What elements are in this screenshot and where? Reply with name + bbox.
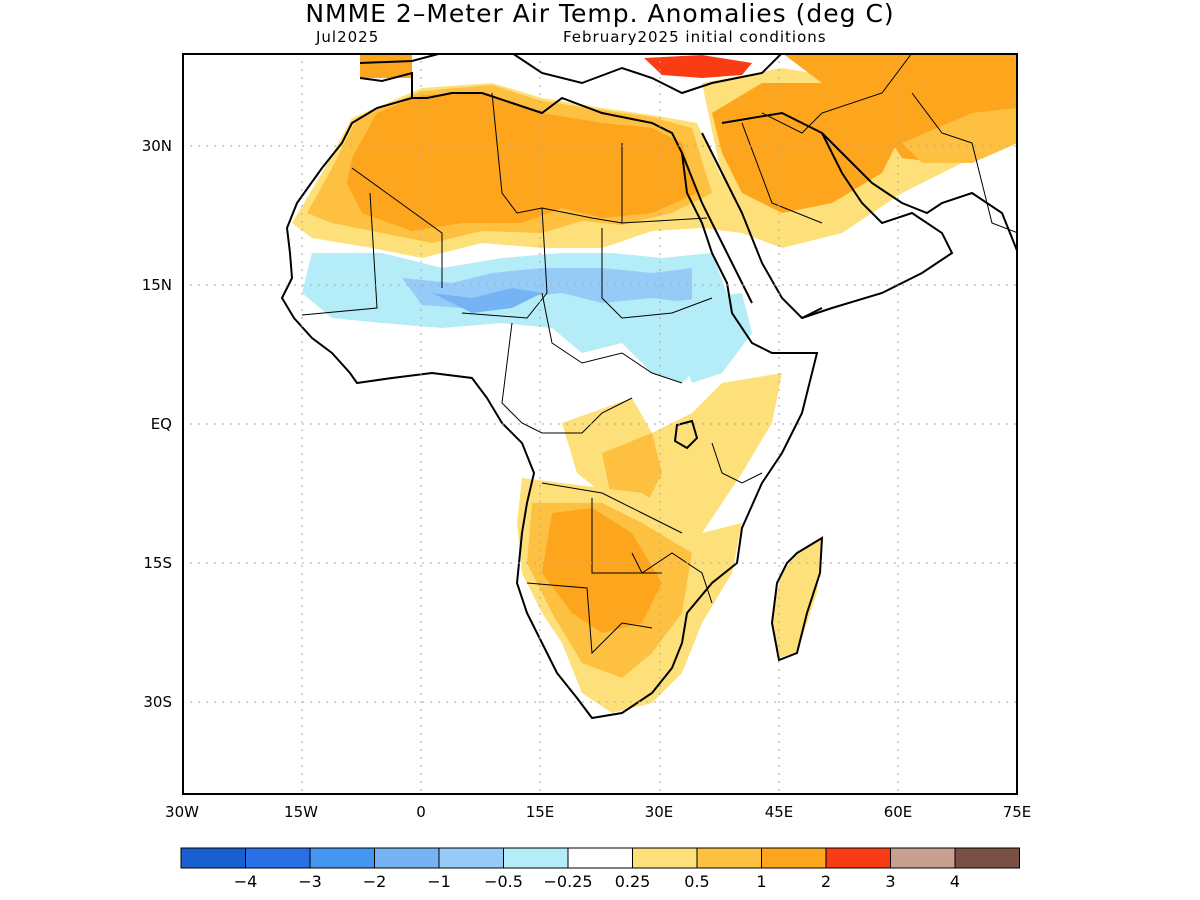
- colorbar-swatch: [890, 847, 956, 869]
- shade-north-africa-2: [347, 93, 697, 231]
- colorbar-swatch: [825, 847, 891, 869]
- colorbar-label: −2: [362, 872, 387, 891]
- shade-ethiopia: [662, 293, 752, 383]
- colorbar: [180, 847, 1021, 869]
- border-line: [461, 207, 548, 319]
- colorbar-label: −4: [233, 872, 258, 891]
- border-line: [491, 92, 623, 224]
- shade-turkey-3: [644, 55, 752, 78]
- colorbar-swatch: [180, 847, 246, 869]
- lon-label: 30W: [165, 803, 199, 821]
- colorbar-swatches: [180, 847, 1020, 869]
- madagascar-outline: [770, 536, 824, 662]
- colorbar-swatch: [438, 847, 504, 869]
- border-line: [526, 582, 653, 655]
- initial-conditions: February2025 initial conditions: [563, 28, 827, 46]
- lon-label: 75E: [1002, 803, 1032, 821]
- map-title: NMME 2–Meter Air Temp. Anomalies (deg C): [305, 0, 895, 28]
- colorbar-label: 4: [949, 872, 961, 891]
- shade-madagascar: [772, 538, 822, 658]
- border-line: [761, 53, 913, 134]
- colorbar-label: 1: [756, 872, 767, 891]
- lake-victoria: [673, 419, 699, 450]
- colorbar-label: 0.5: [684, 872, 710, 891]
- lon-label: 15E: [525, 803, 555, 821]
- shade-iberia: [360, 53, 412, 78]
- colorbar-swatch: [696, 847, 762, 869]
- border-line: [601, 228, 713, 319]
- colorbar-swatch: [374, 847, 440, 869]
- border-line: [911, 92, 1018, 234]
- colorbar-swatch: [954, 847, 1020, 869]
- europe-coastline: [359, 53, 783, 95]
- colorbar-label: −0.5: [484, 872, 523, 891]
- border-line: [631, 552, 713, 604]
- colorbar-swatch: [245, 847, 311, 869]
- coastlines: [280, 53, 1018, 720]
- border-line: [301, 192, 378, 316]
- map-canvas: [182, 53, 1018, 795]
- border-line: [351, 167, 443, 288]
- lon-label: 15W: [284, 803, 318, 821]
- colorbar-label: −1: [427, 872, 451, 891]
- borders: [301, 53, 1018, 655]
- anomaly-shading: [292, 53, 1018, 713]
- shade-east-africa-0.5: [612, 373, 782, 533]
- lat-label: 15N: [141, 276, 172, 294]
- shade-arabia-2: [712, 83, 902, 213]
- lon-label: 45E: [764, 803, 794, 821]
- persian-gulf: [821, 132, 1018, 254]
- colorbar-swatch: [761, 847, 827, 869]
- lat-label: 30N: [141, 137, 172, 155]
- shade-southern-africa-2: [542, 508, 662, 633]
- shade-iran-1: [902, 108, 1018, 163]
- border-line: [591, 498, 662, 574]
- colorbar-label: −0.25: [543, 872, 593, 891]
- lat-label: EQ: [150, 415, 172, 433]
- colorbar-swatch: [632, 847, 698, 869]
- map-frame: [182, 53, 1018, 795]
- lon-label: 0: [416, 803, 426, 821]
- border-line: [541, 292, 683, 384]
- border-line: [541, 482, 683, 534]
- border-line: [711, 442, 763, 484]
- forecast-month: Jul2025: [316, 28, 380, 46]
- shade-sahel-1: [432, 288, 542, 313]
- border-line: [501, 322, 633, 434]
- lon-label: 30E: [644, 803, 674, 821]
- colorbar-label: 2: [820, 872, 832, 891]
- lon-label: 60E: [883, 803, 913, 821]
- lat-label: 30S: [143, 693, 172, 711]
- africa-coastline: [280, 71, 819, 720]
- graticule: [182, 53, 1018, 795]
- lat-label: 15S: [143, 554, 172, 572]
- colorbar-swatch: [567, 847, 633, 869]
- colorbar-label: 0.25: [614, 872, 651, 891]
- colorbar-swatch: [309, 847, 375, 869]
- anomaly-map: [182, 53, 1018, 795]
- border-line: [621, 143, 708, 224]
- colorbar-label: −3: [298, 872, 322, 891]
- border-line: [741, 122, 823, 224]
- colorbar-swatch: [503, 847, 569, 869]
- colorbar-label: 3: [885, 872, 896, 891]
